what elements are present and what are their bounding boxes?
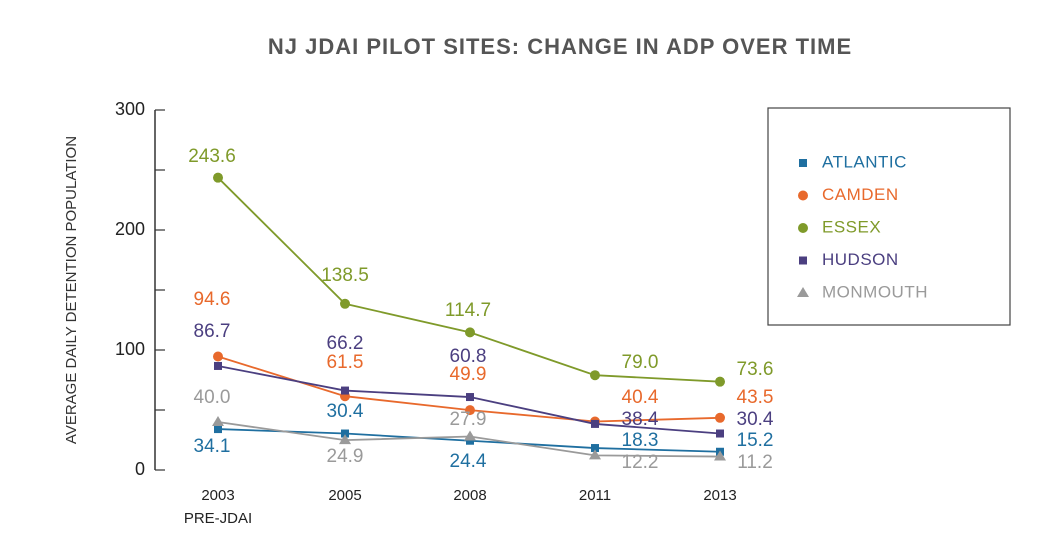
legend-label: ESSEX xyxy=(822,217,881,236)
data-label: 12.2 xyxy=(622,452,659,473)
data-point xyxy=(214,425,222,434)
data-point xyxy=(465,405,475,416)
legend-label: CAMDEN xyxy=(822,185,899,204)
data-point xyxy=(466,436,474,445)
data-label: 61.5 xyxy=(327,352,364,373)
data-label: 38.4 xyxy=(622,409,659,430)
data-point xyxy=(465,327,475,338)
data-label: 49.9 xyxy=(450,364,487,385)
legend-marker xyxy=(799,256,807,265)
data-label: 15.2 xyxy=(737,430,774,451)
data-point xyxy=(715,376,725,387)
data-label: 79.0 xyxy=(622,352,659,373)
x-tick-label: 2011 xyxy=(579,487,611,504)
data-label: 243.6 xyxy=(188,146,236,167)
data-point xyxy=(214,361,222,370)
data-label: 24.4 xyxy=(450,451,487,472)
legend-label: ATLANTIC xyxy=(822,152,907,171)
data-label: 138.5 xyxy=(321,265,369,286)
data-point xyxy=(589,449,601,460)
data-label: 27.9 xyxy=(450,409,487,430)
data-label: 18.3 xyxy=(622,430,659,451)
data-label: 73.6 xyxy=(737,359,774,380)
legend-box xyxy=(767,107,1011,326)
data-label: 34.1 xyxy=(194,436,231,457)
legend-marker xyxy=(797,287,809,297)
data-point xyxy=(591,419,599,428)
x-tick-sublabel: PRE-JDAI xyxy=(184,510,252,527)
x-tick-label: 2005 xyxy=(328,487,361,504)
data-label: 24.9 xyxy=(327,446,364,467)
data-label: 86.7 xyxy=(194,321,231,342)
legend-label: MONMOUTH xyxy=(822,282,928,301)
y-axis-label: AVERAGE DAILY DETENTION POPULATION xyxy=(63,136,80,444)
y-tick-label: 0 xyxy=(135,459,145,479)
data-point xyxy=(213,172,223,183)
data-point xyxy=(339,434,351,445)
x-tick-label: 2003 xyxy=(201,487,234,504)
data-point xyxy=(590,370,600,381)
data-label: 94.6 xyxy=(194,289,231,310)
data-label: 114.7 xyxy=(445,300,491,321)
data-label: 43.5 xyxy=(737,387,774,408)
y-tick-label: 200 xyxy=(115,219,145,239)
legend-marker xyxy=(799,159,807,167)
data-point xyxy=(213,351,223,362)
data-label: 60.8 xyxy=(450,346,487,367)
data-point xyxy=(715,412,725,423)
data-point xyxy=(341,386,349,395)
chart-title: NJ JDAI PILOT SITES: CHANGE IN ADP OVER … xyxy=(268,34,852,59)
data-label: 11.2 xyxy=(737,452,773,473)
data-label: 40.0 xyxy=(194,387,231,408)
data-point xyxy=(340,298,350,309)
legend-marker xyxy=(798,223,808,233)
data-label: 40.4 xyxy=(622,387,659,408)
data-point xyxy=(591,444,599,453)
data-point xyxy=(716,429,724,438)
data-point xyxy=(714,450,726,461)
data-label: 30.4 xyxy=(737,409,774,430)
data-point xyxy=(341,429,349,438)
x-tick-label: 2013 xyxy=(703,487,736,504)
legend-label: HUDSON xyxy=(822,250,899,269)
legend-marker xyxy=(798,190,808,201)
x-tick-label: 2008 xyxy=(453,487,486,504)
data-label: 30.4 xyxy=(327,401,364,422)
y-tick-label: 100 xyxy=(115,339,145,359)
y-tick-label: 300 xyxy=(115,99,145,119)
data-label: 66.2 xyxy=(327,333,364,354)
data-point xyxy=(466,393,474,402)
data-point xyxy=(464,430,476,441)
data-point xyxy=(212,416,224,426)
